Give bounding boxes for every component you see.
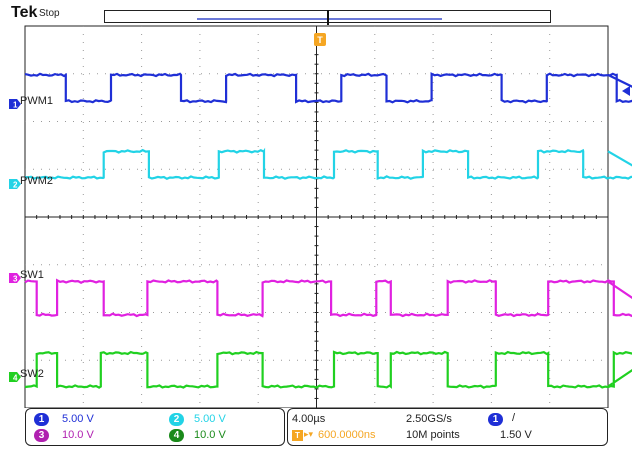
waveform-traces <box>24 72 632 389</box>
ch4-badge: 4 <box>169 429 184 442</box>
position-arrows-icon: ▸▾ <box>304 429 314 439</box>
ch3-label: SW1 <box>20 269 44 281</box>
waveform-sw1 <box>24 278 632 318</box>
ch2-scale: 5.00 V <box>194 413 226 425</box>
acquisition-status: Stop <box>39 8 60 19</box>
record-length: 10M points <box>406 429 460 441</box>
ch4-scale: 10.0 V <box>194 429 226 441</box>
sample-rate: 2.50GS/s <box>406 413 452 425</box>
svg-text:3: 3 <box>13 275 18 284</box>
waveform-pwm2 <box>24 147 632 181</box>
trigger-source-badge: 1 <box>488 413 503 426</box>
waveform-display[interactable]: T <box>0 0 632 408</box>
ch2-label: PWM2 <box>20 175 53 187</box>
graticule <box>24 25 609 408</box>
timebase: 4.00µs <box>292 413 326 425</box>
waveform-pwm1 <box>24 72 632 104</box>
ch1-label: PWM1 <box>20 95 53 107</box>
horizontal-position: 600.0000ns <box>318 429 376 441</box>
ch3-marker[interactable]: 3 <box>9 270 21 284</box>
ch1-marker[interactable]: 1 <box>9 96 21 110</box>
ch4-marker[interactable]: 4 <box>9 369 21 383</box>
trigger-marker: T <box>314 33 326 46</box>
trigger-position-line <box>327 10 329 25</box>
ch3-badge: 3 <box>34 429 49 442</box>
ch3-scale: 10.0 V <box>62 429 94 441</box>
waveform-sw2 <box>24 350 632 389</box>
trigger-slope: / <box>512 412 516 424</box>
ch1-scale: 5.00 V <box>62 413 94 425</box>
ch4-label: SW2 <box>20 368 44 380</box>
brand-logo: Tek <box>11 4 38 21</box>
trigger-level: 1.50 V <box>500 429 532 441</box>
readout-panel: 1 5.00 V 2 5.00 V 3 10.0 V 4 10.0 V 4.00… <box>25 408 608 446</box>
svg-text:4: 4 <box>13 374 18 383</box>
trigger-level-arrow <box>622 86 630 96</box>
ch1-badge: 1 <box>34 413 49 426</box>
trigger-marker-label: T <box>317 35 323 45</box>
vertical-settings-box[interactable]: 1 5.00 V 2 5.00 V 3 10.0 V 4 10.0 V <box>25 408 285 446</box>
horizontal-settings-box[interactable]: 4.00µs 2.50GS/s 1 / T ▸▾ 600.0000ns 10M … <box>287 408 608 446</box>
scope-header: Tek Stop <box>0 0 632 26</box>
svg-text:1: 1 <box>13 101 18 110</box>
ch2-badge: 2 <box>169 413 184 426</box>
ch2-marker[interactable]: 2 <box>9 176 21 190</box>
svg-text:2: 2 <box>13 181 18 190</box>
record-view-window[interactable] <box>197 18 442 20</box>
trigger-position-icon: T <box>292 430 303 441</box>
